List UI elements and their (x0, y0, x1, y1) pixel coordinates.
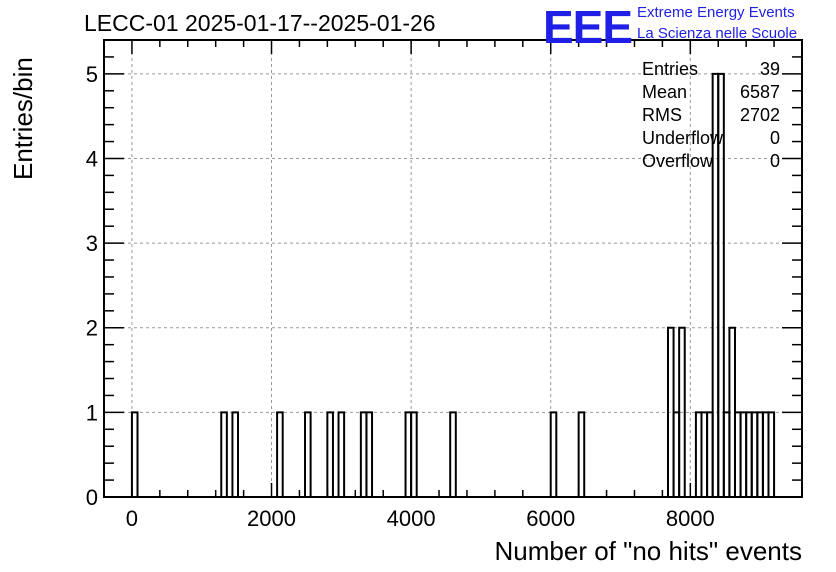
tick-labels: 0 2000 4000 6000 8000 0 1 2 3 4 5 (86, 62, 715, 531)
histogram-bin (767, 411, 776, 497)
stat-entries: Entries 39 (642, 58, 780, 81)
grid-lines (104, 40, 802, 497)
stats-box: Entries 39 Mean 6587 RMS 2702 Underflow 0 Ov… (642, 58, 780, 173)
histogram-bin (717, 72, 725, 497)
stat-label: Mean (642, 82, 688, 102)
y-axis-label: Entries/bin (8, 57, 38, 180)
histogram-title: LECC-01 2025-01-17--2025-01-26 (84, 10, 436, 36)
eee-logo: EEE (543, 1, 633, 53)
stat-label: Underflow (642, 128, 724, 148)
histogram-bin (276, 411, 284, 497)
x-axis-label: Number of "no hits" events (494, 536, 803, 566)
stat-value: 0 (769, 151, 780, 171)
histogram-bin (326, 411, 334, 497)
x-tick-label: 0 (126, 506, 138, 531)
histogram-bin (130, 411, 139, 497)
y-tick-label: 1 (86, 400, 98, 425)
histogram-bin (410, 411, 418, 497)
histogram-bin (220, 411, 228, 497)
stat-overflow: Overflow 0 (642, 150, 780, 173)
stat-label: RMS (642, 105, 682, 125)
x-tick-label: 6000 (526, 506, 575, 531)
histogram-bin (304, 411, 312, 497)
brand-line-1: Extreme Energy Events (637, 4, 795, 21)
stat-value: 2702 (739, 105, 780, 125)
plot-frame (103, 39, 803, 498)
y-tick-label: 0 (86, 485, 98, 510)
x-tick-label: 4000 (387, 506, 436, 531)
x-tick-label: 8000 (666, 506, 715, 531)
stat-value: 6587 (739, 82, 780, 102)
histogram-bin (365, 411, 374, 497)
stat-value: 39 (759, 59, 780, 79)
brand-line-2: La Scienza nelle Scuole (637, 25, 798, 42)
stat-value: 0 (769, 128, 780, 148)
histogram-bin (231, 411, 240, 497)
histogram-bin (577, 411, 586, 497)
y-tick-label: 2 (86, 316, 98, 341)
stat-label: Overflow (642, 151, 714, 171)
stat-underflow: Underflow 0 (642, 127, 780, 150)
histogram-bin (337, 411, 346, 497)
stat-rms: RMS 2702 (642, 104, 780, 127)
stat-label: Entries (642, 59, 699, 79)
stat-mean: Mean 6587 (642, 81, 780, 104)
y-tick-label: 3 (86, 231, 98, 256)
histogram-bin (549, 411, 558, 497)
histogram-bin (449, 411, 457, 497)
histogram-bin (678, 326, 686, 497)
y-tick-label: 5 (86, 62, 98, 87)
y-tick-label: 4 (86, 146, 98, 171)
histogram-bins (130, 72, 776, 497)
x-tick-label: 2000 (247, 506, 296, 531)
